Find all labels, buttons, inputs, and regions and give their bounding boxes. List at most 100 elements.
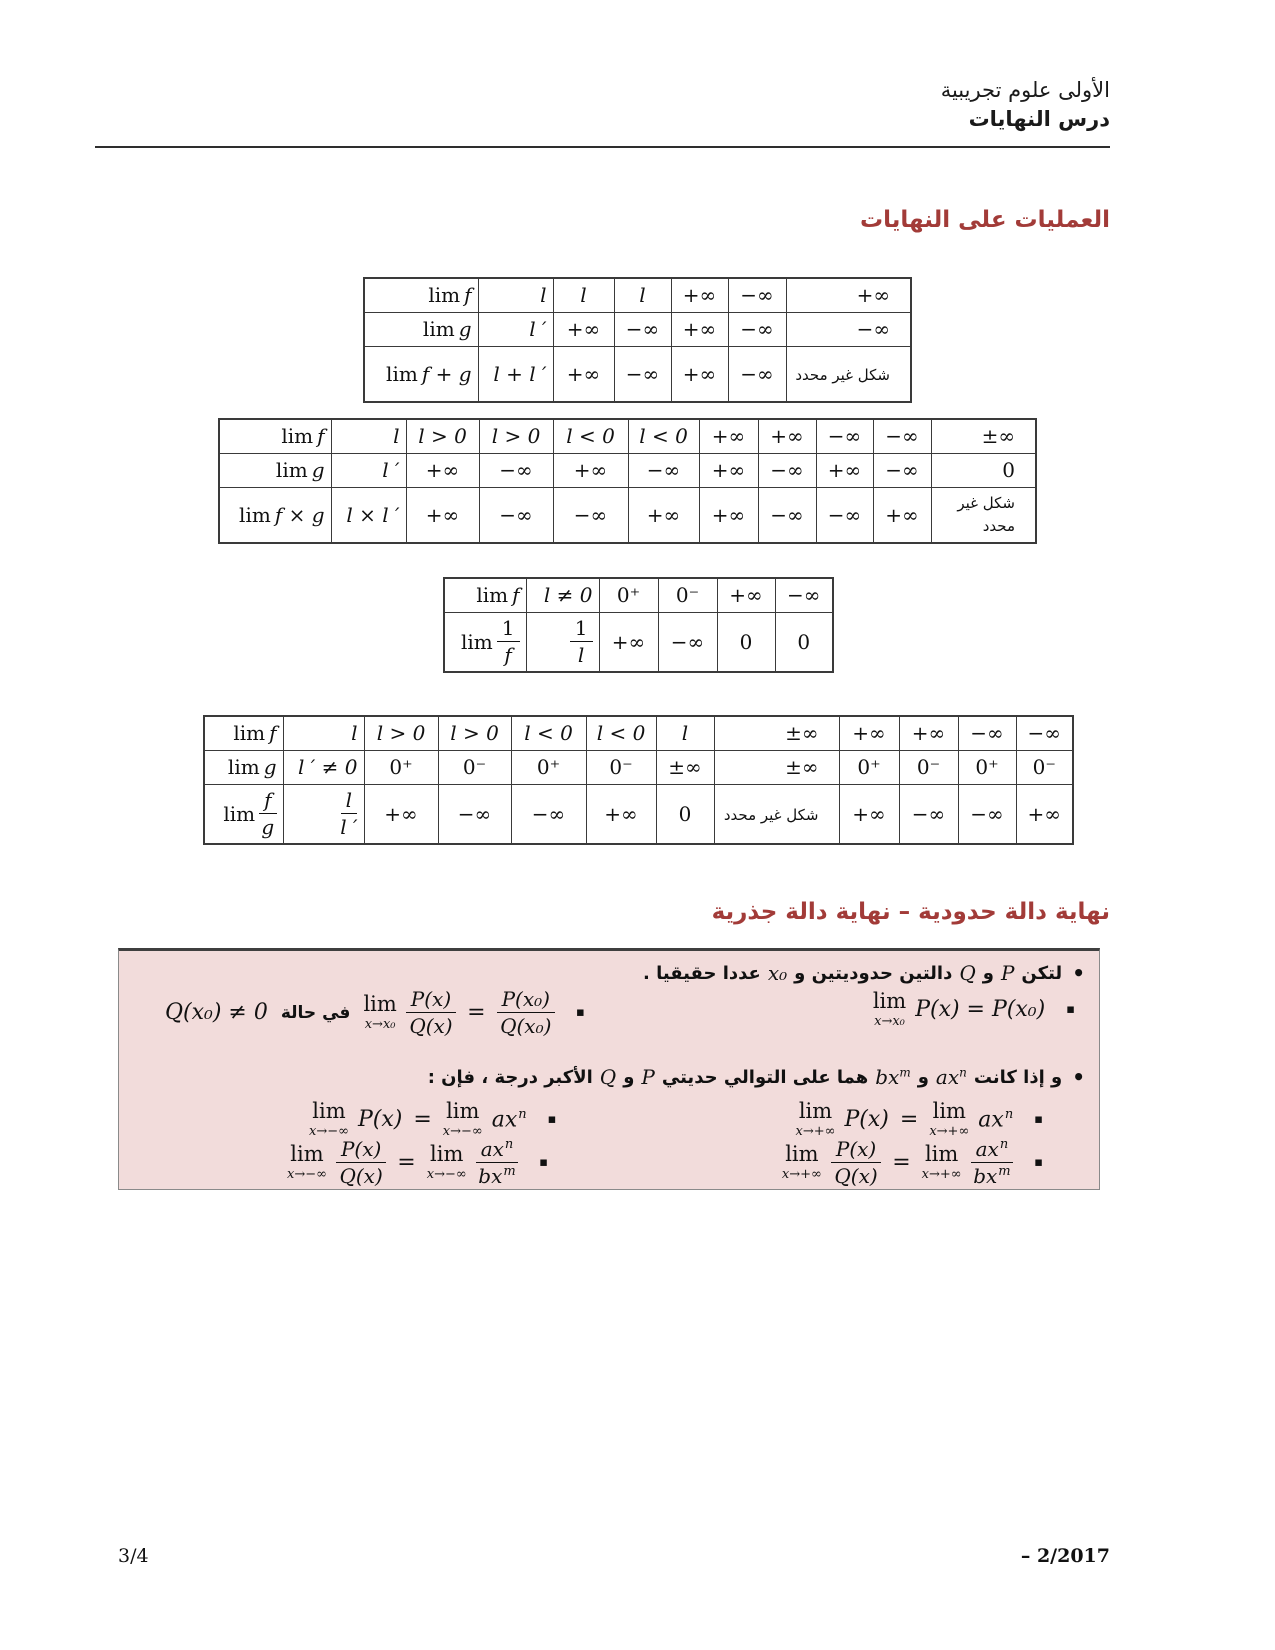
- lim-subscript: x→−∞: [426, 1167, 467, 1182]
- rational-limit-plus-infinity-formula: lim x→+∞ P(x) Q(x) = lim x→+∞ axn bxm ▪: [782, 1137, 1043, 1188]
- square-bullet-icon: ▪: [575, 1005, 585, 1020]
- lim-operator: lim x→−∞: [309, 1101, 349, 1139]
- fraction-denominator: Q(x₀): [500, 1014, 552, 1038]
- fraction-numerator: P(x₀): [496, 987, 555, 1013]
- table-cell: 0⁻: [657, 577, 718, 613]
- term-exponent: m: [998, 1164, 1011, 1180]
- math-var-Q: Q: [959, 961, 976, 985]
- row-label: lim f + g: [363, 345, 479, 403]
- lim-word: lim: [446, 1099, 480, 1123]
- equals-sign: =: [899, 1107, 919, 1132]
- table-cell: l < 0: [510, 715, 587, 751]
- table-cell: −∞: [872, 452, 932, 488]
- table-cell: −∞: [727, 277, 787, 313]
- term-exponent: n: [504, 1137, 514, 1153]
- fraction: axn bxm: [475, 1137, 519, 1188]
- table-row: lim f l l l +∞ −∞ +∞: [363, 277, 912, 313]
- table-cell: 0⁺: [510, 749, 587, 785]
- table-cell: +∞: [552, 345, 615, 403]
- table-cell: l ′ ≠ 0: [282, 749, 365, 785]
- equals-sign: =: [413, 1107, 432, 1132]
- table-cell: l < 0: [552, 418, 629, 454]
- term-base: ax: [491, 1107, 518, 1133]
- row-label: lim f: [363, 277, 479, 313]
- lim-subscript: x→−∞: [442, 1124, 483, 1139]
- lim-operator: lim x→+∞: [922, 1144, 962, 1182]
- table-cell: l ≠ 0: [525, 577, 600, 613]
- table-cell: +∞: [698, 452, 759, 488]
- term-base: ax: [935, 1065, 960, 1089]
- text-segment: و: [623, 1066, 635, 1088]
- table-cell: +∞: [552, 452, 629, 488]
- term-base: bx: [875, 1065, 900, 1089]
- formula-body: P(x): [357, 1107, 403, 1132]
- lim-operator: lim x→−∞: [426, 1144, 467, 1182]
- square-bullet-icon: ▪: [547, 1112, 557, 1127]
- fraction: P(x) Q(x): [335, 1137, 387, 1188]
- table-cell: l < 0: [585, 715, 657, 751]
- table-cell: l + l ′: [477, 345, 554, 403]
- lim-word: lim: [290, 1142, 324, 1166]
- table-cell: −∞: [774, 577, 834, 613]
- table-cell: −∞: [727, 311, 787, 347]
- table-cell: l: [330, 418, 407, 454]
- table-cell: +∞: [785, 277, 912, 313]
- table-cell: −∞: [815, 486, 874, 544]
- table-cell: +∞: [838, 715, 900, 751]
- fraction-denominator: Q(x): [834, 1164, 878, 1188]
- table-cell: l: [613, 277, 672, 313]
- table-cell: −∞: [785, 311, 912, 347]
- table-cell: 0: [716, 611, 776, 673]
- square-bullet-icon: ▪: [1066, 1002, 1075, 1017]
- section-title-polynomial-rational-limits: نهاية دالة حدودية – نهاية دالة جذرية: [711, 899, 1110, 925]
- table-cell: +∞: [670, 277, 729, 313]
- row-label: lim g: [363, 311, 479, 347]
- row-label: lim g: [218, 452, 332, 488]
- lim-operator: lim x→+∞: [929, 1101, 969, 1139]
- row-label: lim f × g: [218, 486, 332, 544]
- table-cell: 0⁺: [838, 749, 900, 785]
- table-cell: −∞: [815, 418, 874, 454]
- equals-sign: =: [892, 1150, 911, 1175]
- fraction: axn bxm: [970, 1137, 1014, 1188]
- table-cell: +∞: [872, 486, 932, 544]
- table-cell: +∞: [670, 311, 729, 347]
- table-cell: ±∞: [713, 715, 840, 751]
- lim-word: lim: [785, 1142, 819, 1166]
- term-exponent: n: [518, 1106, 527, 1122]
- table-cell: +∞: [815, 452, 874, 488]
- fraction-numerator: axn: [475, 1137, 519, 1163]
- row-label: lim 1 f: [443, 611, 527, 673]
- table-cell: −∞: [757, 452, 817, 488]
- bullet-dot-icon: •: [1072, 961, 1085, 985]
- table-cell: l: [477, 277, 554, 313]
- table-cell: +∞: [1015, 783, 1074, 845]
- table-cell: شكل غير محدد: [713, 783, 840, 845]
- fraction: P(x) Q(x): [405, 987, 457, 1038]
- lim-word: lim: [798, 1099, 833, 1123]
- equals-sign: =: [397, 1150, 416, 1175]
- bullet-dot-icon: •: [1072, 1065, 1085, 1089]
- table-cell: −∞: [957, 715, 1017, 751]
- equals-sign: =: [467, 1000, 486, 1025]
- fraction-numerator: P(x): [830, 1137, 882, 1163]
- table-cell: l: [282, 715, 365, 751]
- table-cell: 0⁺: [363, 749, 439, 785]
- table-cell: +∞: [405, 486, 480, 544]
- table-cell: +∞: [627, 486, 700, 544]
- table-cell: −∞: [898, 783, 959, 845]
- table-cell: l < 0: [627, 418, 700, 454]
- term-exponent: m: [503, 1164, 516, 1180]
- table-cell: +∞: [698, 418, 759, 454]
- row-label: lim f: [203, 715, 284, 751]
- table-cell: −∞: [757, 486, 817, 544]
- fraction: P(x) Q(x): [830, 1137, 882, 1188]
- table-cell: +∞: [716, 577, 776, 613]
- polynomial-limit-minus-infinity-formula: lim x→−∞ P(x) = lim x→−∞ axn ▪: [309, 1099, 557, 1139]
